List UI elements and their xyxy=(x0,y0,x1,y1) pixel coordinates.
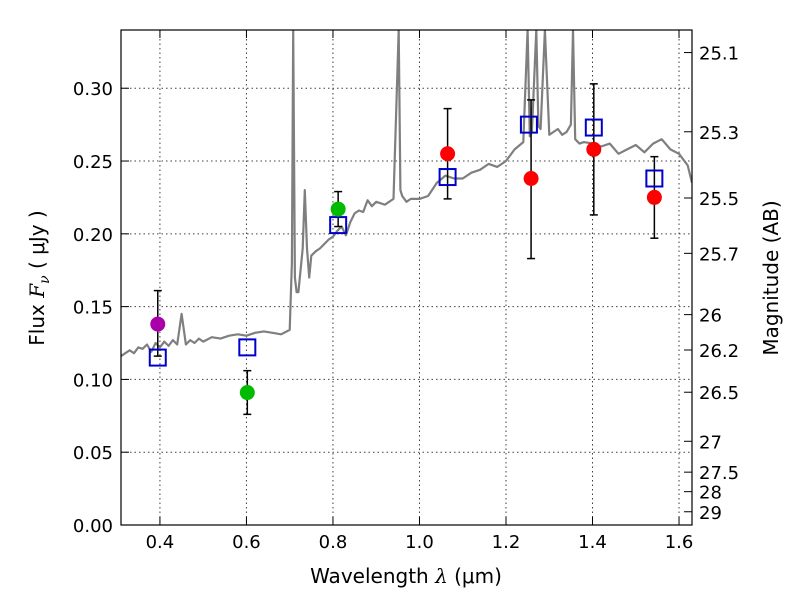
y-tick-label: 0.20 xyxy=(73,225,113,246)
plot-frame xyxy=(120,29,693,526)
mag-tick-label: 26.2 xyxy=(699,341,739,362)
model-point xyxy=(438,168,457,187)
y2-axis-label: Magnitude (AB) xyxy=(759,200,783,355)
observed-point xyxy=(440,146,456,162)
observed-point xyxy=(330,201,346,217)
x-tick-label: 0.4 xyxy=(146,532,175,553)
model-point xyxy=(329,216,348,235)
observed-point xyxy=(646,189,662,205)
x-tick-label: 0.8 xyxy=(319,532,348,553)
x-tick-label: 1.0 xyxy=(405,532,434,553)
observed-point xyxy=(586,141,602,157)
y-tick-label: 0.05 xyxy=(73,443,113,464)
y-tick-label: 0.25 xyxy=(73,152,113,173)
tick-layer: 0.4 0.6 0.8 1.0 1.2 1.4 1.6 0.00 0.05 0.10 0.15 0.2… xyxy=(73,30,739,553)
y-tick-label: 0.15 xyxy=(73,298,113,319)
spectrum-line xyxy=(121,30,692,358)
y-tick-label: 0.30 xyxy=(73,79,113,100)
model-point xyxy=(238,338,257,357)
mag-tick-label: 27 xyxy=(699,432,722,453)
mag-tick-label: 26 xyxy=(699,306,722,327)
observed-point xyxy=(239,385,255,401)
mag-tick-label: 28 xyxy=(699,483,722,504)
x-tick-label: 1.6 xyxy=(665,532,694,553)
y-tick-label: 0.00 xyxy=(73,516,113,537)
mag-tick-label: 25.7 xyxy=(699,244,739,265)
y-axis-label: Flux Fν ( μJy ) xyxy=(25,210,53,345)
mag-tick-label: 25.1 xyxy=(699,44,739,65)
observed-point xyxy=(523,171,539,186)
model-point xyxy=(519,115,538,134)
model-point xyxy=(148,348,167,367)
x-tick-label: 0.6 xyxy=(232,532,261,553)
mag-tick-label: 27.5 xyxy=(699,463,739,484)
mag-tick-label: 25.5 xyxy=(699,189,739,210)
mag-tick-label: 25.3 xyxy=(699,123,739,144)
model-point xyxy=(584,118,603,137)
x-tick-label: 1.4 xyxy=(578,532,607,553)
spectrum-layer xyxy=(121,30,692,358)
mag-tick-label: 26.5 xyxy=(699,383,739,404)
model-layer xyxy=(148,115,664,367)
obs-layer xyxy=(150,141,662,401)
errorbar-layer xyxy=(153,83,659,416)
observed-point xyxy=(150,316,166,332)
mag-tick-label: 29 xyxy=(699,503,722,524)
x-tick-label: 1.2 xyxy=(492,532,521,553)
grid-layer xyxy=(121,30,692,526)
model-point xyxy=(645,169,664,188)
x-axis-label: Wavelength λ (μm) xyxy=(310,564,502,588)
y-tick-label: 0.10 xyxy=(73,370,113,391)
